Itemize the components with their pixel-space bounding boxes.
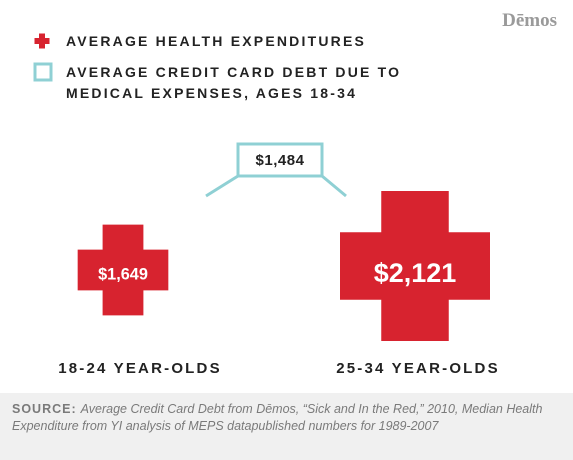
legend-marker bbox=[33, 62, 53, 82]
legend-marker bbox=[34, 33, 50, 49]
logo: Dēmos bbox=[502, 10, 557, 31]
source-label: SOURCE: bbox=[12, 402, 77, 416]
value-label: $1,484 bbox=[256, 152, 305, 169]
legend-label: AVERAGE HEALTH EXPENDITURES bbox=[66, 33, 367, 49]
bracket bbox=[205, 142, 347, 198]
category-label: 25-34 YEAR-OLDS bbox=[336, 360, 500, 377]
cross bbox=[340, 191, 490, 341]
source-note: SOURCE: Average Credit Card Debt from Dēm… bbox=[0, 393, 573, 460]
category-label: 18-24 YEAR-OLDS bbox=[58, 360, 222, 377]
legend-label: AVERAGE CREDIT CARD DEBT DUE TO MEDICAL … bbox=[66, 64, 402, 101]
value-label: $2,121 bbox=[374, 258, 457, 288]
source-text: Average Credit Card Debt from Dēmos, “Si… bbox=[12, 402, 543, 433]
value-label: $1,649 bbox=[98, 266, 148, 284]
cross bbox=[77, 224, 169, 316]
